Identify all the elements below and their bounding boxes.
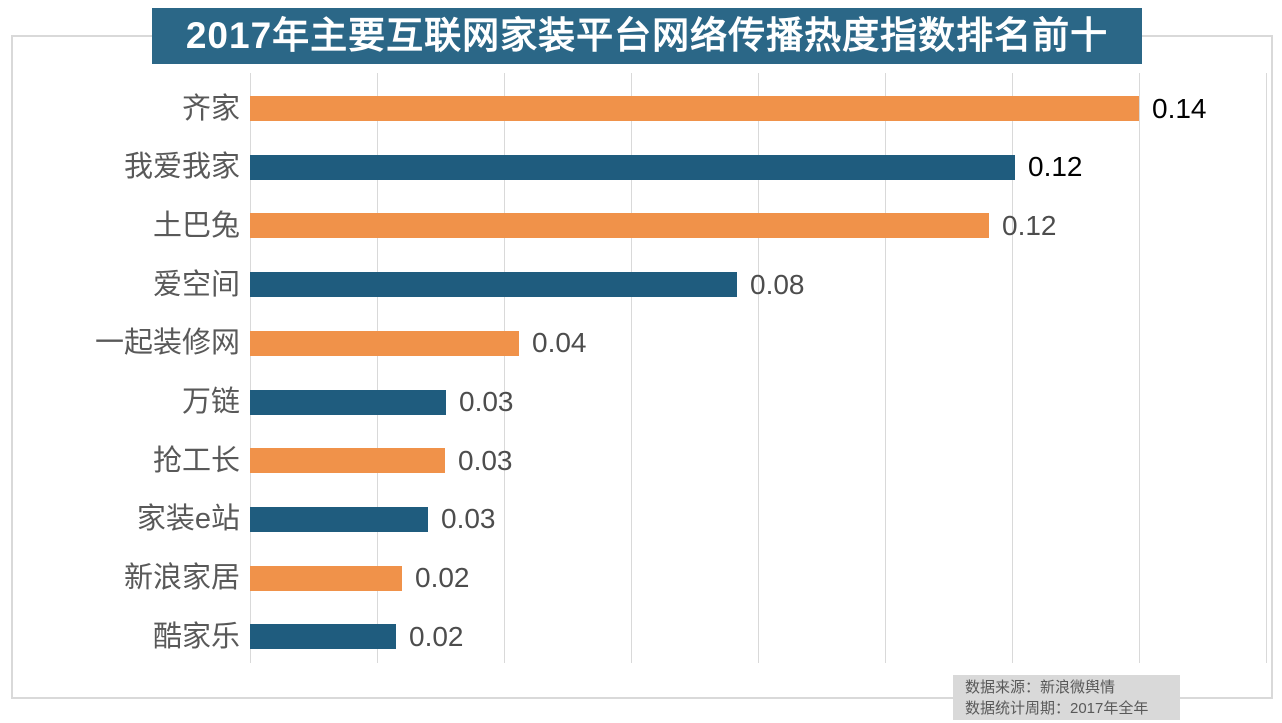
category-label: 新浪家居 — [123, 562, 240, 594]
chart-title: 2017年主要互联网家装平台网络传播热度指数排名前十 — [152, 8, 1142, 64]
bar — [250, 448, 445, 473]
value-label: 0.02 — [409, 621, 464, 652]
bar — [250, 624, 396, 649]
chart-border — [11, 35, 1273, 699]
category-label: 家装e站 — [136, 503, 240, 535]
bar — [250, 331, 519, 356]
category-label: 抢工长 — [152, 445, 240, 477]
value-label: 0.03 — [441, 503, 496, 534]
value-label: 0.14 — [1152, 93, 1207, 124]
bar — [250, 155, 1015, 180]
source-note: 数据来源：新浪微舆情 数据统计周期：2017年全年 — [953, 675, 1180, 720]
bar — [250, 390, 446, 415]
value-label: 0.02 — [415, 562, 470, 593]
category-label: 酷家乐 — [152, 621, 240, 653]
gridline — [758, 73, 759, 663]
category-label: 齐家 — [181, 93, 240, 125]
value-label: 0.03 — [459, 386, 514, 417]
gridline — [1266, 73, 1267, 663]
category-label: 爱空间 — [152, 269, 240, 301]
category-label: 我爱我家 — [123, 151, 240, 183]
category-label: 土巴兔 — [152, 210, 240, 242]
gridline — [885, 73, 886, 663]
value-label: 0.12 — [1002, 210, 1057, 241]
gridline — [1139, 73, 1140, 663]
value-label: 0.08 — [750, 269, 805, 300]
value-label: 0.03 — [458, 445, 513, 476]
bar — [250, 507, 428, 532]
gridline — [250, 73, 251, 663]
category-label: 万链 — [181, 386, 240, 418]
gridline — [631, 73, 632, 663]
bar — [250, 96, 1139, 121]
value-label: 0.04 — [532, 327, 587, 358]
bar — [250, 566, 402, 591]
gridline — [377, 73, 378, 663]
bar — [250, 213, 989, 238]
category-label: 一起装修网 — [94, 327, 240, 359]
gridline — [1012, 73, 1013, 663]
source-note-line2: 数据统计周期：2017年全年 — [965, 700, 1149, 717]
gridline — [504, 73, 505, 663]
value-label: 0.12 — [1028, 151, 1083, 182]
bar — [250, 272, 737, 297]
source-note-line1: 数据来源：新浪微舆情 — [965, 679, 1116, 696]
